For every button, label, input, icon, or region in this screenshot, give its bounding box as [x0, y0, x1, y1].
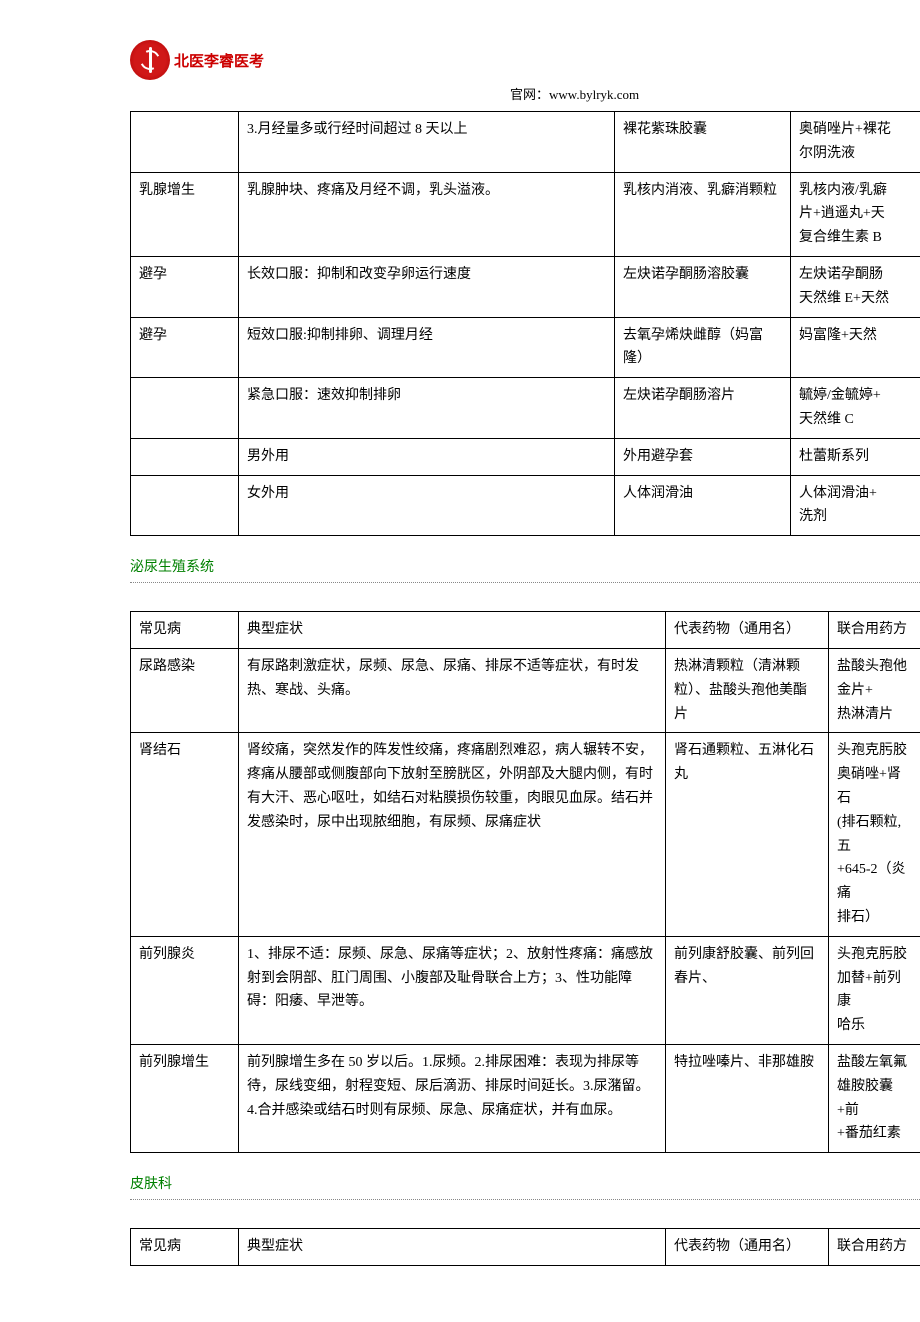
table-cell: 女外用 [239, 475, 615, 536]
table-row: 避孕长效口服：抑制和改变孕卵运行速度左炔诺孕酮肠溶胶囊左炔诺孕酮肠天然维 E+天… [131, 256, 920, 317]
table-cell: 避孕 [131, 256, 239, 317]
table-cell: 前列腺增生多在 50 岁以后。1.尿频。2.排尿困难：表现为排尿等待，尿线变细，… [239, 1044, 666, 1152]
section-heading-urogenital: 泌尿生殖系统 [130, 556, 214, 576]
table-cell: 特拉唑嗪片、非那雄胺 [666, 1044, 829, 1152]
table-row: 前列腺炎1、排尿不适：尿频、尿急、尿痛等症状；2、放射性疼痛：痛感放射到会阴部、… [131, 936, 920, 1044]
table-cell [131, 438, 239, 475]
table-row: 紧急口服：速效抑制排卵左炔诺孕酮肠溶片毓婷/金毓婷+天然维 C [131, 378, 920, 439]
table-cell: 肾结石 [131, 733, 239, 936]
table-cell: 男外用 [239, 438, 615, 475]
table-cell: 肾石通颗粒、五淋化石丸 [666, 733, 829, 936]
table-cell: 妈富隆+天然 [791, 317, 920, 378]
table-cell: 左炔诺孕酮肠溶片 [615, 378, 791, 439]
section-divider [130, 1199, 920, 1200]
gynecology-contraception-table: 3.月经量多或行经时间超过 8 天以上裸花紫珠胶囊奥硝唑片+裸花尔阴洗液乳腺增生… [130, 111, 920, 536]
table-cell [131, 475, 239, 536]
table-cell: 典型症状 [239, 612, 666, 649]
table-row: 前列腺增生前列腺增生多在 50 岁以后。1.尿频。2.排尿困难：表现为排尿等待，… [131, 1044, 920, 1152]
table-cell: 盐酸左氧氟雄胺胶囊+前+番茄红素 [829, 1044, 920, 1152]
table-row: 3.月经量多或行经时间超过 8 天以上裸花紫珠胶囊奥硝唑片+裸花尔阴洗液 [131, 112, 920, 173]
table-cell: 头孢克肟胶加替+前列康哈乐 [829, 936, 920, 1044]
table-cell: 典型症状 [239, 1229, 666, 1266]
table-cell: 肾绞痛，突然发作的阵发性绞痛，疼痛剧烈难忍，病人辗转不安，疼痛从腰部或侧腹部向下… [239, 733, 666, 936]
table-cell: 乳腺增生 [131, 172, 239, 256]
table-header-row: 常见病典型症状代表药物（通用名）联合用药方 [131, 612, 920, 649]
logo-text: 北医李睿医考 [174, 50, 264, 71]
table-cell [131, 112, 239, 173]
table-cell: 杜蕾斯系列 [791, 438, 920, 475]
table-header-row: 常见病典型症状代表药物（通用名）联合用药方 [131, 1229, 920, 1266]
table-cell: 人体润滑油+洗剂 [791, 475, 920, 536]
table-cell: 奥硝唑片+裸花尔阴洗液 [791, 112, 920, 173]
site-url: 官网：www.bylryk.com [510, 84, 920, 103]
table-cell: 常见病 [131, 1229, 239, 1266]
table-cell: 避孕 [131, 317, 239, 378]
table-cell: 头孢克肟胶奥硝唑+肾石(排石颗粒,五+645-2（炎痛排石） [829, 733, 920, 936]
table-cell: 毓婷/金毓婷+天然维 C [791, 378, 920, 439]
logo: 北医李睿医考 [130, 40, 264, 80]
table-row: 尿路感染有尿路刺激症状，尿频、尿急、尿痛、排尿不适等症状，有时发热、寒战、头痛。… [131, 648, 920, 732]
table-cell: 外用避孕套 [615, 438, 791, 475]
site-url-value: www.bylryk.com [549, 87, 639, 102]
table-cell: 前列腺炎 [131, 936, 239, 1044]
table-row: 避孕短效口服:抑制排卵、调理月经去氧孕烯炔雌醇（妈富隆）妈富隆+天然 [131, 317, 920, 378]
table-cell: 尿路感染 [131, 648, 239, 732]
site-url-label: 官网： [510, 87, 549, 102]
table-cell: 有尿路刺激症状，尿频、尿急、尿痛、排尿不适等症状，有时发热、寒战、头痛。 [239, 648, 666, 732]
table-row: 肾结石肾绞痛，突然发作的阵发性绞痛，疼痛剧烈难忍，病人辗转不安，疼痛从腰部或侧腹… [131, 733, 920, 936]
table-cell: 乳腺肿块、疼痛及月经不调，乳头溢液。 [239, 172, 615, 256]
table-row: 女外用人体润滑油人体润滑油+洗剂 [131, 475, 920, 536]
table-cell: 左炔诺孕酮肠天然维 E+天然 [791, 256, 920, 317]
table-cell: 常见病 [131, 612, 239, 649]
table-cell: 热淋清颗粒（清淋颗粒）、盐酸头孢他美酯片 [666, 648, 829, 732]
dermatology-table: 常见病典型症状代表药物（通用名）联合用药方 [130, 1228, 920, 1266]
table-cell: 人体润滑油 [615, 475, 791, 536]
table-cell: 联合用药方 [829, 612, 920, 649]
table-cell: 联合用药方 [829, 1229, 920, 1266]
table-cell [131, 378, 239, 439]
table-cell: 前列腺增生 [131, 1044, 239, 1152]
table-cell: 去氧孕烯炔雌醇（妈富隆） [615, 317, 791, 378]
table-cell: 短效口服:抑制排卵、调理月经 [239, 317, 615, 378]
table-cell: 左炔诺孕酮肠溶胶囊 [615, 256, 791, 317]
section-divider [130, 582, 920, 583]
table-cell: 前列康舒胶囊、前列回春片、 [666, 936, 829, 1044]
table-row: 男外用外用避孕套杜蕾斯系列 [131, 438, 920, 475]
table-cell: 1、排尿不适：尿频、尿急、尿痛等症状；2、放射性疼痛：痛感放射到会阴部、肛门周围… [239, 936, 666, 1044]
table-cell: 3.月经量多或行经时间超过 8 天以上 [239, 112, 615, 173]
table-cell: 长效口服：抑制和改变孕卵运行速度 [239, 256, 615, 317]
table-cell: 乳核内液/乳癖片+逍遥丸+天复合维生素 B [791, 172, 920, 256]
table-cell: 紧急口服：速效抑制排卵 [239, 378, 615, 439]
table-cell: 代表药物（通用名） [666, 1229, 829, 1266]
table-cell: 盐酸头孢他金片+热淋清片 [829, 648, 920, 732]
table-cell: 乳核内消液、乳癖消颗粒 [615, 172, 791, 256]
page-header: 北医李睿医考 [130, 40, 920, 80]
table-cell: 裸花紫珠胶囊 [615, 112, 791, 173]
medical-logo-icon [130, 40, 170, 80]
urogenital-table: 常见病典型症状代表药物（通用名）联合用药方 尿路感染有尿路刺激症状，尿频、尿急、… [130, 611, 920, 1153]
section-heading-dermatology: 皮肤科 [130, 1173, 172, 1193]
table-cell: 代表药物（通用名） [666, 612, 829, 649]
table-row: 乳腺增生乳腺肿块、疼痛及月经不调，乳头溢液。乳核内消液、乳癖消颗粒乳核内液/乳癖… [131, 172, 920, 256]
